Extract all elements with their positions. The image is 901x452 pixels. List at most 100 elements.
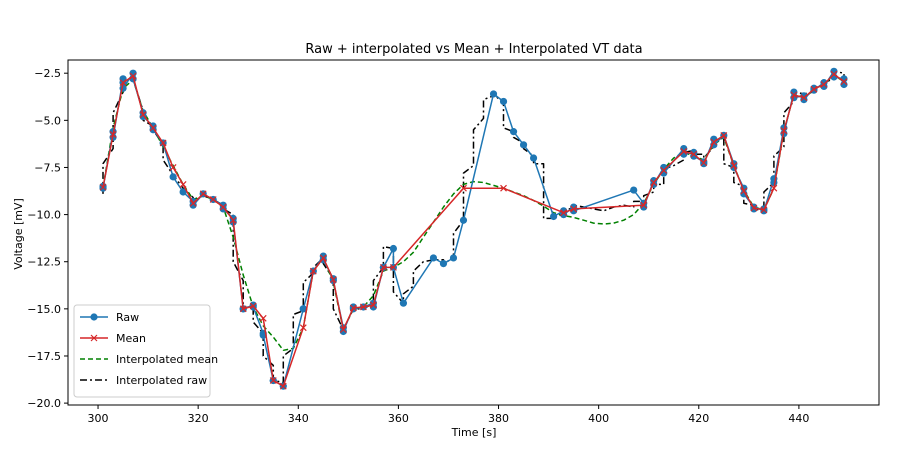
raw-point bbox=[139, 112, 147, 121]
raw-point bbox=[489, 90, 498, 98]
mean-point bbox=[690, 150, 698, 158]
mean-point bbox=[259, 314, 267, 322]
mean-point bbox=[139, 111, 147, 119]
mean-point bbox=[790, 91, 798, 99]
mean-point bbox=[389, 263, 397, 271]
mean-point bbox=[119, 79, 127, 87]
mean-point bbox=[379, 263, 387, 271]
chart-title: Raw + interpolated vs Mean + Interpolate… bbox=[305, 42, 642, 57]
y-tick-label: −17.5 bbox=[27, 350, 61, 363]
raw-point bbox=[499, 97, 508, 106]
mean-point bbox=[229, 216, 237, 224]
legend-item-mean: Mean bbox=[80, 332, 146, 345]
mean-point bbox=[219, 203, 227, 211]
raw-point bbox=[189, 201, 197, 209]
raw-point bbox=[169, 173, 177, 181]
raw-point bbox=[99, 184, 107, 192]
mean-point bbox=[189, 199, 197, 207]
legend-item-interpolated-raw: Interpolated raw bbox=[80, 374, 207, 387]
mean-point bbox=[279, 382, 287, 390]
x-tick-label: 440 bbox=[788, 412, 809, 425]
x-tick-label: 380 bbox=[488, 412, 509, 425]
y-tick-label: −15.0 bbox=[27, 303, 61, 316]
legend-item-interpolated-mean: Interpolated mean bbox=[80, 353, 218, 366]
mean-point bbox=[199, 190, 207, 198]
raw-point bbox=[399, 299, 408, 307]
raw-point bbox=[389, 244, 398, 253]
y-tick-label: −5.0 bbox=[34, 114, 61, 127]
y-axis-label: Voltage [mV] bbox=[12, 198, 25, 270]
legend-marker bbox=[90, 313, 98, 321]
mean-point bbox=[109, 131, 117, 138]
y-tick-label: −7.5 bbox=[34, 161, 61, 174]
mean-point bbox=[640, 201, 648, 209]
mean-point bbox=[369, 301, 377, 309]
mean-point bbox=[309, 267, 317, 275]
mean-point bbox=[460, 184, 467, 192]
mean-point bbox=[349, 304, 357, 312]
mean-point bbox=[650, 179, 658, 186]
plot-area-frame bbox=[67, 59, 880, 406]
mean-point bbox=[820, 81, 828, 88]
raw-point bbox=[449, 254, 458, 262]
raw-point bbox=[439, 260, 448, 268]
raw-point bbox=[549, 212, 558, 221]
mean-point bbox=[99, 183, 107, 191]
x-tick-label: 400 bbox=[588, 412, 609, 425]
raw-point bbox=[219, 205, 227, 213]
mean-point bbox=[740, 187, 748, 195]
raw-point bbox=[529, 154, 538, 162]
mean-point bbox=[800, 94, 808, 102]
mean-point bbox=[770, 184, 778, 192]
legend: Raw Mean Interpolated mean Interpolated raw bbox=[73, 304, 218, 398]
mean-point bbox=[319, 254, 327, 262]
y-tick-label: −2.5 bbox=[34, 67, 61, 80]
raw-point bbox=[299, 305, 307, 313]
mean-point bbox=[730, 162, 738, 169]
y-tick-label: −12.5 bbox=[27, 256, 61, 269]
series-layer bbox=[99, 67, 848, 390]
legend-items: Raw Mean Interpolated mean Interpolated raw bbox=[80, 311, 218, 387]
legend-label: Interpolated raw bbox=[116, 374, 207, 387]
mean-point bbox=[810, 85, 818, 93]
x-tick-label: 320 bbox=[188, 412, 209, 425]
raw-point bbox=[339, 327, 347, 336]
raw-point bbox=[509, 128, 518, 136]
mean-point bbox=[680, 148, 688, 155]
raw-point bbox=[750, 205, 758, 213]
mean-point bbox=[840, 78, 848, 86]
interpolated-mean-series bbox=[102, 74, 845, 352]
mean-point bbox=[359, 303, 367, 311]
raw-point bbox=[630, 186, 638, 194]
mean-point bbox=[500, 184, 507, 192]
legend-label: Interpolated mean bbox=[116, 353, 218, 366]
raw-point bbox=[429, 254, 438, 262]
legend-label: Mean bbox=[116, 332, 146, 345]
legend-label: Raw bbox=[116, 311, 139, 324]
legend-marker bbox=[90, 334, 98, 342]
mean-point bbox=[249, 302, 257, 310]
mean-point bbox=[329, 276, 337, 284]
mean-point bbox=[660, 166, 668, 174]
x-tick-label: 300 bbox=[88, 412, 109, 425]
x-tick-label: 420 bbox=[688, 412, 709, 425]
mean-point bbox=[269, 377, 277, 384]
mean-point bbox=[570, 205, 578, 213]
mean-point bbox=[760, 206, 768, 214]
raw-point bbox=[519, 141, 528, 149]
mean-point bbox=[780, 127, 788, 135]
mean-point bbox=[209, 196, 217, 203]
mean-point bbox=[339, 326, 347, 334]
x-axis-label: Time [s] bbox=[451, 426, 497, 439]
mean-point bbox=[700, 159, 708, 167]
mean-point bbox=[750, 204, 758, 212]
mean-point bbox=[159, 139, 167, 147]
mean-point bbox=[169, 164, 177, 171]
x-tick-label: 340 bbox=[288, 412, 309, 425]
y-tick-label: −20.0 bbox=[27, 397, 61, 410]
axis-ticks: 300 320 340 360 380 400 420 440 −2.5 −5.0 −7.5 −10.… bbox=[27, 67, 809, 425]
mean-point bbox=[239, 305, 247, 313]
mean-point bbox=[710, 138, 718, 146]
